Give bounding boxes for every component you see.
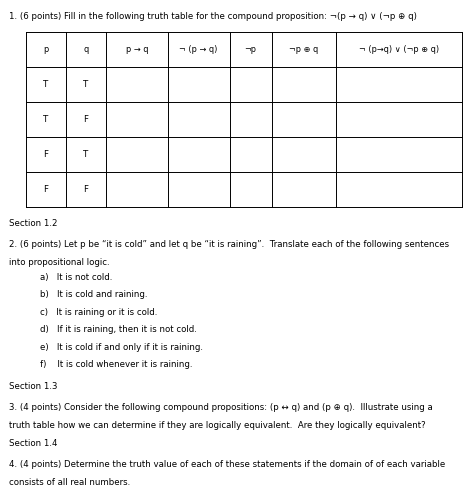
Text: T: T — [83, 150, 89, 159]
Text: ¬ (p→q) ∨ (¬p ⊕ q): ¬ (p→q) ∨ (¬p ⊕ q) — [359, 45, 439, 54]
Text: 3. (4 points) Consider the following compound propositions: (p ↔ q) and (p ⊕ q).: 3. (4 points) Consider the following com… — [9, 403, 433, 412]
Text: T: T — [83, 80, 89, 89]
Text: b)   It is cold and raining.: b) It is cold and raining. — [40, 290, 148, 300]
Text: f)    It is cold whenever it is raining.: f) It is cold whenever it is raining. — [40, 360, 193, 369]
Text: T: T — [44, 115, 49, 124]
Text: ¬p: ¬p — [245, 45, 256, 54]
Text: F: F — [83, 115, 89, 124]
Text: consists of all real numbers.: consists of all real numbers. — [9, 478, 131, 487]
Text: d)   If it is raining, then it is not cold.: d) If it is raining, then it is not cold… — [40, 325, 197, 334]
Text: c)   It is raining or it is cold.: c) It is raining or it is cold. — [40, 308, 158, 317]
Text: a)   It is not cold.: a) It is not cold. — [40, 273, 113, 282]
Text: 2. (6 points) Let p be “it is cold” and let q be “it is raining”.  Translate eac: 2. (6 points) Let p be “it is cold” and … — [9, 240, 450, 249]
Text: Section 1.4: Section 1.4 — [9, 439, 58, 449]
Text: 1. (6 points) Fill in the following truth table for the compound proposition: ¬(: 1. (6 points) Fill in the following trut… — [9, 12, 417, 21]
Text: q: q — [83, 45, 89, 54]
Text: ¬ (p → q): ¬ (p → q) — [180, 45, 218, 54]
Text: e)   It is cold if and only if it is raining.: e) It is cold if and only if it is raini… — [40, 342, 203, 352]
Text: T: T — [44, 80, 49, 89]
Text: p: p — [44, 45, 49, 54]
Text: F: F — [44, 185, 48, 194]
Text: F: F — [83, 185, 89, 194]
Text: Section 1.2: Section 1.2 — [9, 219, 58, 228]
Text: truth table how we can determine if they are logically equivalent.  Are they log: truth table how we can determine if they… — [9, 421, 426, 430]
Text: into propositional logic.: into propositional logic. — [9, 258, 110, 267]
Text: Section 1.3: Section 1.3 — [9, 382, 58, 392]
Text: p → q: p → q — [126, 45, 148, 54]
Text: 4. (4 points) Determine the truth value of each of these statements if the domai: 4. (4 points) Determine the truth value … — [9, 460, 446, 469]
Text: F: F — [44, 150, 48, 159]
Text: ¬p ⊕ q: ¬p ⊕ q — [289, 45, 319, 54]
